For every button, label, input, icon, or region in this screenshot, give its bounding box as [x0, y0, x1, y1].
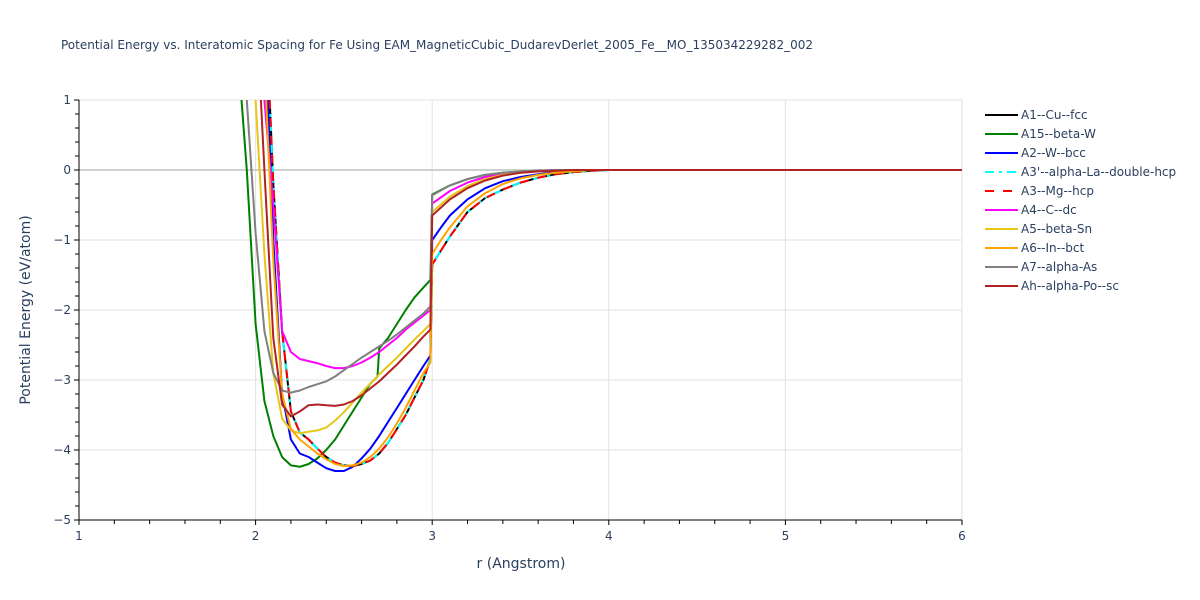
- y-tick-label: −2: [53, 303, 71, 317]
- series-line: [245, 100, 962, 394]
- legend-item[interactable]: A2--W--bcc: [985, 143, 1176, 162]
- x-tick-label: 1: [75, 529, 83, 543]
- legend-item[interactable]: Ah--alpha-Po--sc: [985, 276, 1176, 295]
- legend-label: A7--alpha-As: [1021, 259, 1098, 274]
- legend-item[interactable]: A7--alpha-As: [985, 257, 1176, 276]
- series-line: [268, 100, 962, 468]
- series-line: [265, 100, 962, 468]
- legend-swatch-icon: [985, 132, 1018, 135]
- y-tick-label: −1: [53, 233, 71, 247]
- legend-swatch-icon: [985, 246, 1018, 249]
- data-traces: [240, 100, 962, 472]
- legend-swatch-icon: [985, 208, 1018, 211]
- legend-swatch-icon: [985, 189, 1018, 192]
- y-tick-label: 1: [63, 93, 71, 107]
- legend-swatch-icon: [985, 113, 1018, 116]
- legend-label: A6--In--bct: [1021, 240, 1085, 255]
- series-line: [263, 100, 962, 370]
- legend-label: A5--beta-Sn: [1021, 221, 1093, 236]
- legend-label: Ah--alpha-Po--sc: [1021, 278, 1119, 293]
- legend-swatch-icon: [985, 227, 1018, 230]
- x-tick-label: 2: [252, 529, 260, 543]
- x-tick-label: 3: [428, 529, 436, 543]
- legend-item[interactable]: A3'--alpha-La--double-hcp: [985, 162, 1176, 181]
- legend-item[interactable]: A5--beta-Sn: [985, 219, 1176, 238]
- y-tick-label: −3: [53, 373, 71, 387]
- legend-label: A3--Mg--hcp: [1021, 183, 1094, 198]
- legend-label: A15--beta-W: [1021, 126, 1096, 141]
- x-tick-label: 6: [958, 529, 966, 543]
- chart-title: Potential Energy vs. Interatomic Spacing…: [61, 38, 813, 52]
- legend-label: A1--Cu--fcc: [1021, 107, 1088, 122]
- legend-item[interactable]: A1--Cu--fcc: [985, 105, 1176, 124]
- series-line: [268, 100, 962, 468]
- x-tick-label: 4: [605, 529, 613, 543]
- legend-item[interactable]: A15--beta-W: [985, 124, 1176, 143]
- legend-label: A2--W--bcc: [1021, 145, 1086, 160]
- y-tick-label: 0: [63, 163, 71, 177]
- y-tick-label: −5: [53, 513, 71, 527]
- legend-swatch-icon: [985, 170, 1018, 173]
- legend-item[interactable]: A6--In--bct: [985, 238, 1176, 257]
- axes: 1 2 3 4 5 6 1 0 −1 −2 −3 −4 −5: [53, 93, 966, 543]
- legend-label: A3'--alpha-La--double-hcp: [1021, 164, 1177, 179]
- legend-item[interactable]: A4--C--dc: [985, 200, 1176, 219]
- grid-lines: [79, 99, 963, 520]
- y-tick-label: −4: [53, 443, 71, 457]
- legend-item[interactable]: A3--Mg--hcp: [985, 181, 1176, 200]
- series-line: [259, 100, 962, 418]
- legend-swatch-icon: [985, 265, 1018, 268]
- series-line: [268, 100, 962, 468]
- legend: A1--Cu--fcc A15--beta-W A2--W--bcc A3'--alp…: [985, 105, 1176, 295]
- legend-swatch-icon: [985, 284, 1018, 287]
- y-axis-title: Potential Energy (eV/atom): [18, 215, 34, 404]
- x-axis-title: r (Angstrom): [477, 556, 566, 572]
- legend-swatch-icon: [985, 151, 1018, 154]
- series-line: [240, 100, 962, 468]
- legend-label: A4--C--dc: [1021, 202, 1077, 217]
- x-tick-label: 5: [782, 529, 790, 543]
- series-line: [267, 100, 962, 472]
